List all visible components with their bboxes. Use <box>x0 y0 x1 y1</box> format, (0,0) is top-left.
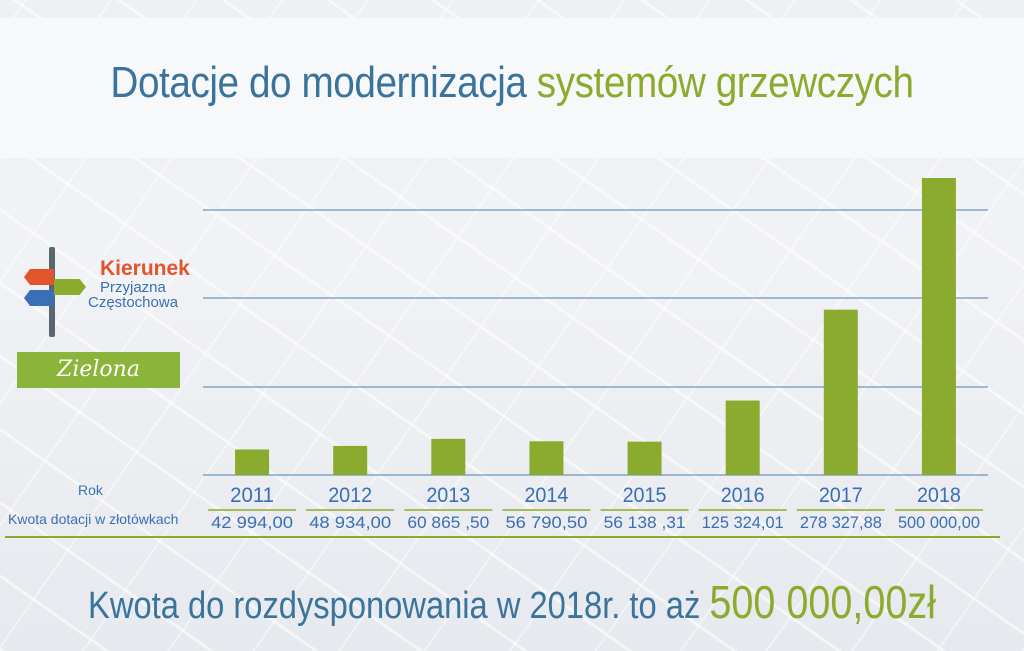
title-band <box>0 18 1024 158</box>
bar-2013 <box>431 438 466 475</box>
x-tick-label: 2015 <box>623 484 667 507</box>
x-tick-label: 2012 <box>328 484 372 507</box>
bar-2014 <box>529 441 564 475</box>
title-part-1: Dotacje do modernizacja <box>110 58 527 107</box>
x-tick-label: 2011 <box>230 484 274 507</box>
bar-2015 <box>627 441 662 475</box>
row-label-amount: Kwota dotacji w złotówkach <box>8 511 179 527</box>
bar-2012 <box>333 445 368 475</box>
footer-amount: 500 000,00zł <box>709 576 936 628</box>
data-label: 125 324,01 <box>702 513 784 532</box>
bar-2017 <box>823 309 858 475</box>
footer: Kwota do rozdysponowania w 2018r. to aż … <box>72 575 953 629</box>
data-label: 56 138 ,31 <box>604 513 686 532</box>
signpost-green-arrow-icon <box>54 279 86 295</box>
bar-2016 <box>725 400 760 475</box>
bar-2018 <box>921 178 956 475</box>
logo-badge: Zielona <box>17 352 180 388</box>
data-label: 60 865 ,50 <box>407 513 489 532</box>
footer-text: Kwota do rozdysponowania w 2018r. to aż <box>88 585 701 627</box>
data-label: 500 000,00 <box>898 513 980 532</box>
x-tick-label: 2016 <box>721 484 765 507</box>
logo-line-3: Częstochowa <box>88 294 179 311</box>
page-title: Dotacje do modernizacja systemów grzewcz… <box>61 58 962 108</box>
row-label-year: Rok <box>78 482 103 498</box>
data-label: 56 790,50 <box>505 513 587 532</box>
signpost-blue-arrow-icon <box>24 290 54 306</box>
data-label: 42 994,00 <box>211 513 293 532</box>
title-part-2: systemów grzewczych <box>536 58 914 107</box>
x-tick-label: 2014 <box>524 484 568 507</box>
x-tick-label: 2018 <box>917 484 961 507</box>
data-label: 278 327,88 <box>800 513 882 532</box>
logo-line-1: Kierunek <box>100 257 190 280</box>
logo-line-2: Przyjazna <box>100 279 166 296</box>
logo: Kierunek Przyjazna Częstochowa Zielona <box>10 245 200 395</box>
data-label: 48 934,00 <box>309 513 391 532</box>
bar-2011 <box>235 449 270 475</box>
signpost-red-arrow-icon <box>24 269 54 285</box>
x-tick-label: 2013 <box>426 484 470 507</box>
x-tick-label: 2017 <box>819 484 863 507</box>
